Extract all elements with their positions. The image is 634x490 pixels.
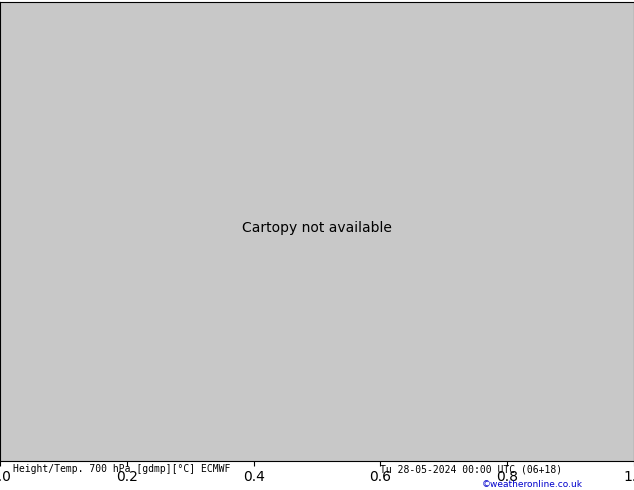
Text: Tu 28-05-2024 00:00 UTC (06+18): Tu 28-05-2024 00:00 UTC (06+18) [380, 465, 562, 474]
Text: ©weatheronline.co.uk: ©weatheronline.co.uk [482, 480, 583, 489]
Text: Cartopy not available: Cartopy not available [242, 220, 392, 235]
Text: Height/Temp. 700 hPa [gdmp][°C] ECMWF: Height/Temp. 700 hPa [gdmp][°C] ECMWF [13, 465, 230, 474]
